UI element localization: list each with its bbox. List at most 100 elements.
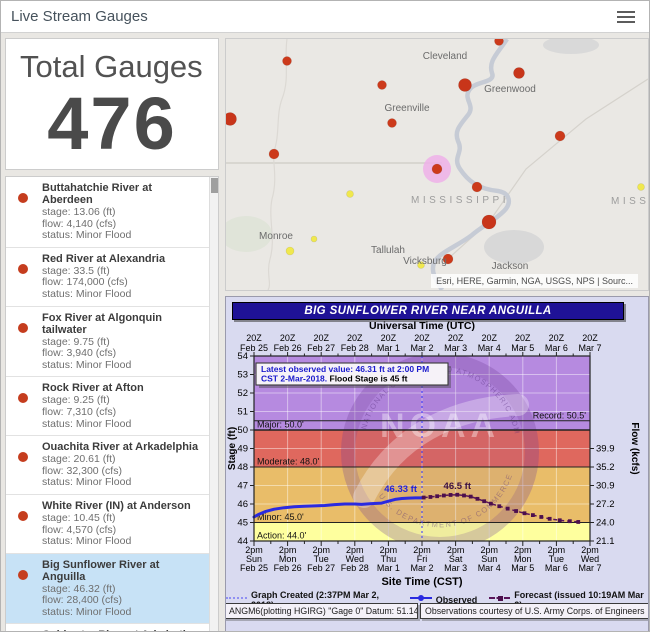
map-gauge-dots	[226, 39, 645, 269]
gauge-list-item[interactable]: Red River at Alexandria stage: 33.5 (ft)…	[6, 248, 209, 307]
svg-text:Mon: Mon	[279, 554, 297, 564]
gauge-status-dot-icon	[18, 510, 28, 521]
hydrograph-panel: BIG SUNFLOWER RIVER NEAR ANGUILLA NOAA NA…	[225, 296, 649, 631]
svg-text:50: 50	[237, 425, 248, 436]
legend-label: Observed	[435, 595, 478, 605]
total-gauges-card: Total Gauges 476	[5, 38, 219, 170]
map-gauge-dot[interactable]	[442, 253, 454, 265]
svg-text:20Z: 20Z	[280, 333, 296, 343]
svg-text:Sat: Sat	[449, 554, 463, 564]
gauge-list-item[interactable]: Big Sunflower River at Anguilla stage: 4…	[6, 553, 209, 625]
svg-text:Tue: Tue	[314, 554, 329, 564]
gauge-list-item[interactable]: Fox River at Algonquin tailwater stage: …	[6, 307, 209, 378]
map-gauge-dot[interactable]	[458, 78, 472, 92]
svg-text:Mar 7: Mar 7	[578, 563, 601, 573]
map-gauge-dot[interactable]	[637, 183, 645, 191]
svg-text:Mar 3: Mar 3	[444, 563, 467, 573]
legend-swatch-dotted-icon	[226, 597, 248, 599]
gauge-stage: stage: 46.32 (ft)	[42, 582, 116, 595]
map-place-label: Monroe	[259, 231, 293, 242]
map-urban-area-jackson	[484, 230, 544, 264]
svg-text:20Z: 20Z	[414, 333, 430, 343]
svg-text:Feb 25: Feb 25	[240, 343, 268, 353]
gauge-list: Buttahatchie River at Aberdeen stage: 13…	[6, 177, 209, 631]
map-gauge-dot[interactable]	[310, 235, 318, 243]
svg-text:2pm: 2pm	[447, 545, 465, 555]
map-gauge-dot[interactable]	[282, 56, 292, 66]
gauge-name: Big Sunflower River at Anguilla	[42, 558, 160, 583]
gauge-status-dot-icon	[18, 569, 28, 580]
map-gauge-dot[interactable]	[554, 130, 566, 142]
gage-datum-note: ANGM6(plotting HGIRG) "Gage 0" Datum: 51…	[226, 603, 418, 619]
map-gauge-dot[interactable]	[471, 181, 483, 193]
map-gauge-dot[interactable]	[431, 163, 443, 175]
gauge-flow: flow: 3,940 (cfs)	[42, 347, 117, 360]
gauge-list-item[interactable]: Coldwater River at Arkabutla Dam stage: …	[6, 624, 209, 631]
list-scrollbar-thumb[interactable]	[211, 178, 218, 193]
map-gauge-dot[interactable]	[268, 148, 280, 160]
map-gauge-dot[interactable]	[481, 214, 497, 230]
gauge-flow: flow: 4,570 (cfs)	[42, 523, 117, 536]
svg-text:24.0: 24.0	[596, 518, 615, 529]
svg-text:Sun: Sun	[246, 554, 262, 564]
map-gauge-dot[interactable]	[377, 80, 387, 90]
gauge-flow: flow: 7,310 (cfs)	[42, 405, 117, 418]
svg-text:39.9: 39.9	[596, 444, 615, 455]
hamburger-menu-icon	[613, 11, 639, 23]
svg-text:Feb 27: Feb 27	[307, 343, 335, 353]
map-gauge-dot[interactable]	[494, 39, 504, 46]
chart-title: BIG SUNFLOWER RIVER NEAR ANGUILLA	[232, 302, 624, 320]
svg-text:20Z: 20Z	[347, 333, 363, 343]
map-panel[interactable]: Cleveland Greenville Greenwood Monroe Tallul…	[225, 38, 649, 291]
map-mississippi-river	[430, 39, 512, 290]
svg-text:2pm: 2pm	[514, 545, 532, 555]
menu-button[interactable]	[613, 7, 639, 27]
gauge-stage: stage: 33.5 (ft)	[42, 264, 110, 277]
gauge-stage: stage: 10.45 (ft)	[42, 511, 116, 524]
map-gauge-dot[interactable]	[513, 67, 525, 79]
map-place-label: Vicksburg	[403, 256, 447, 267]
map-gauge-dot[interactable]	[387, 118, 397, 128]
svg-text:Mon: Mon	[514, 554, 532, 564]
svg-text:2pm: 2pm	[380, 545, 398, 555]
map-gauge-dot[interactable]	[417, 261, 425, 269]
svg-text:20Z: 20Z	[246, 333, 262, 343]
map-gauge-dot[interactable]	[226, 112, 237, 126]
list-scrollbar[interactable]	[209, 177, 218, 631]
gauge-status: status: Minor Flood	[42, 476, 132, 489]
svg-text:Feb 26: Feb 26	[274, 343, 302, 353]
legend-item: Observed	[409, 595, 478, 605]
gauge-name: Buttahatchie River at Aberdeen	[42, 182, 153, 206]
svg-text:Mar 4: Mar 4	[478, 563, 501, 573]
map-canvas[interactable]: Cleveland Greenville Greenwood Monroe Tallul…	[226, 39, 648, 290]
svg-text:Feb 28: Feb 28	[341, 563, 369, 573]
legend-swatch-fcst-icon	[489, 595, 511, 601]
map-gauge-dot[interactable]	[346, 190, 354, 198]
gauge-name: Ouachita River at Arkadelphia	[42, 441, 199, 454]
observed-value-label: 46.33 ft	[384, 484, 418, 495]
map-urban-area	[543, 39, 599, 54]
map-gauge-dot[interactable]	[285, 246, 295, 256]
gauge-list-item[interactable]: Rock River at Afton stage: 9.25 (ft) flo…	[6, 377, 209, 437]
gauge-status: status: Minor Flood	[42, 229, 132, 242]
svg-text:2pm: 2pm	[548, 545, 566, 555]
svg-text:49: 49	[237, 444, 248, 455]
svg-text:Moderate: 48.0': Moderate: 48.0'	[257, 457, 320, 467]
gauge-stage: stage: 9.75 (ft)	[42, 335, 110, 348]
map-labels: Cleveland Greenville Greenwood Monroe Tallul…	[259, 51, 648, 272]
gauge-status: status: Minor Flood	[42, 535, 132, 548]
gauge-status: status: Minor Flood	[42, 417, 132, 430]
right-axis-title: Flow (kcfs)	[629, 422, 640, 474]
svg-text:Mar 2: Mar 2	[410, 343, 433, 353]
svg-text:Action: 44.0': Action: 44.0'	[257, 531, 307, 541]
svg-text:44: 44	[237, 536, 248, 547]
svg-text:Mar 5: Mar 5	[511, 563, 534, 573]
gauge-list-item[interactable]: White River (IN) at Anderson stage: 10.4…	[6, 495, 209, 554]
svg-text:Mar 7: Mar 7	[578, 343, 601, 353]
gauge-list-item[interactable]: Ouachita River at Arkadelphia stage: 20.…	[6, 436, 209, 495]
gauge-name: Coldwater River at Arkabutla Dam	[42, 629, 203, 631]
gauge-status-dot-icon	[18, 322, 28, 333]
svg-text:2pm: 2pm	[312, 545, 330, 555]
gauge-list-item[interactable]: Buttahatchie River at Aberdeen stage: 13…	[6, 177, 209, 248]
left-axis-title: Stage (ft)	[227, 427, 238, 470]
